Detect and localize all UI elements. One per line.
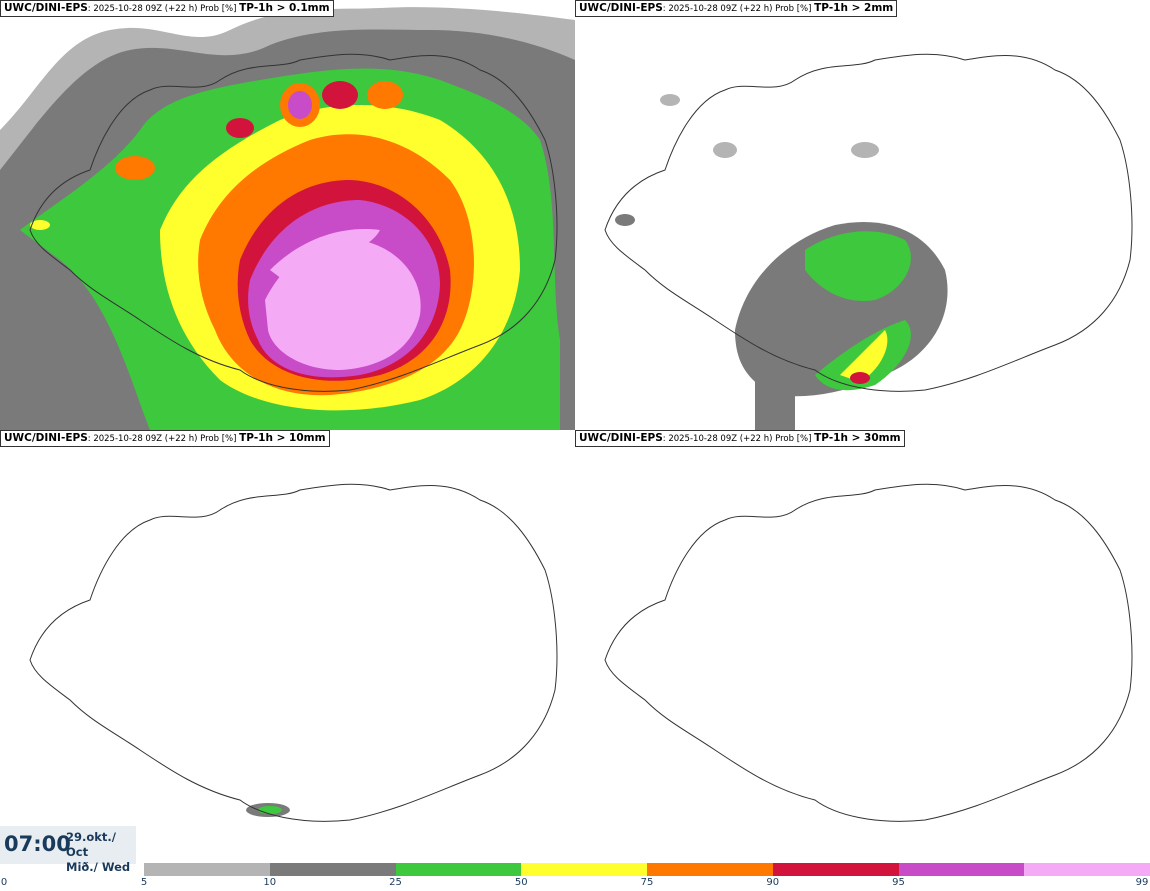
probability-map (0, 7, 575, 430)
panel-title: UWC/DINI-EPS: 2025-10-28 09Z (+22 h) Pro… (575, 0, 898, 17)
colorbar-segment (395, 863, 522, 876)
colorbar-segment (144, 863, 270, 876)
colorbar-tick-label: 50 (514, 877, 528, 888)
colorbar-tick-label: 75 (640, 877, 654, 888)
colorbar-tick-label: 5 (140, 877, 148, 888)
valid-date: 29.okt./ Oct Mið./ Wed (66, 830, 131, 874)
valid-time: 07:00 (4, 832, 71, 856)
colorbar-tick-label: 95 (892, 877, 905, 888)
colorbar-segment (772, 863, 899, 876)
colorbar-tick-label: 0 (0, 877, 8, 888)
colorbar-tick-label: 25 (389, 877, 402, 888)
map-panel-tp-0.1mm: UWC/DINI-EPS: 2025-10-28 09Z (+22 h) Pro… (0, 0, 575, 430)
valid-time-box: 07:00 29.okt./ Oct Mið./ Wed (0, 826, 136, 874)
map-panel-tp-10mm: UWC/DINI-EPS: 2025-10-28 09Z (+22 h) Pro… (0, 430, 575, 860)
colorbar-segment (1024, 863, 1150, 876)
colorbar-tick-label: 99 (1135, 877, 1149, 888)
probability-map (29, 483, 558, 822)
probability-map (604, 483, 1133, 822)
colorbar-tick-label: 10 (263, 877, 277, 888)
colorbar-tick-label: 90 (766, 877, 780, 888)
colorbar-segment (269, 863, 396, 876)
probability-map (604, 53, 1133, 430)
map-panel-tp-2mm: UWC/DINI-EPS: 2025-10-28 09Z (+22 h) Pro… (575, 0, 1150, 430)
colorbar-segment (647, 863, 773, 876)
map-panel-tp-30mm: UWC/DINI-EPS: 2025-10-28 09Z (+22 h) Pro… (575, 430, 1150, 860)
colorbar-segment (898, 863, 1025, 876)
panel-title: UWC/DINI-EPS: 2025-10-28 09Z (+22 h) Pro… (0, 430, 330, 447)
panel-title: UWC/DINI-EPS: 2025-10-28 09Z (+22 h) Pro… (575, 430, 905, 447)
probability-colorbar (144, 863, 1150, 876)
colorbar-segment (521, 863, 647, 876)
panel-title: UWC/DINI-EPS: 2025-10-28 09Z (+22 h) Pro… (0, 0, 334, 17)
